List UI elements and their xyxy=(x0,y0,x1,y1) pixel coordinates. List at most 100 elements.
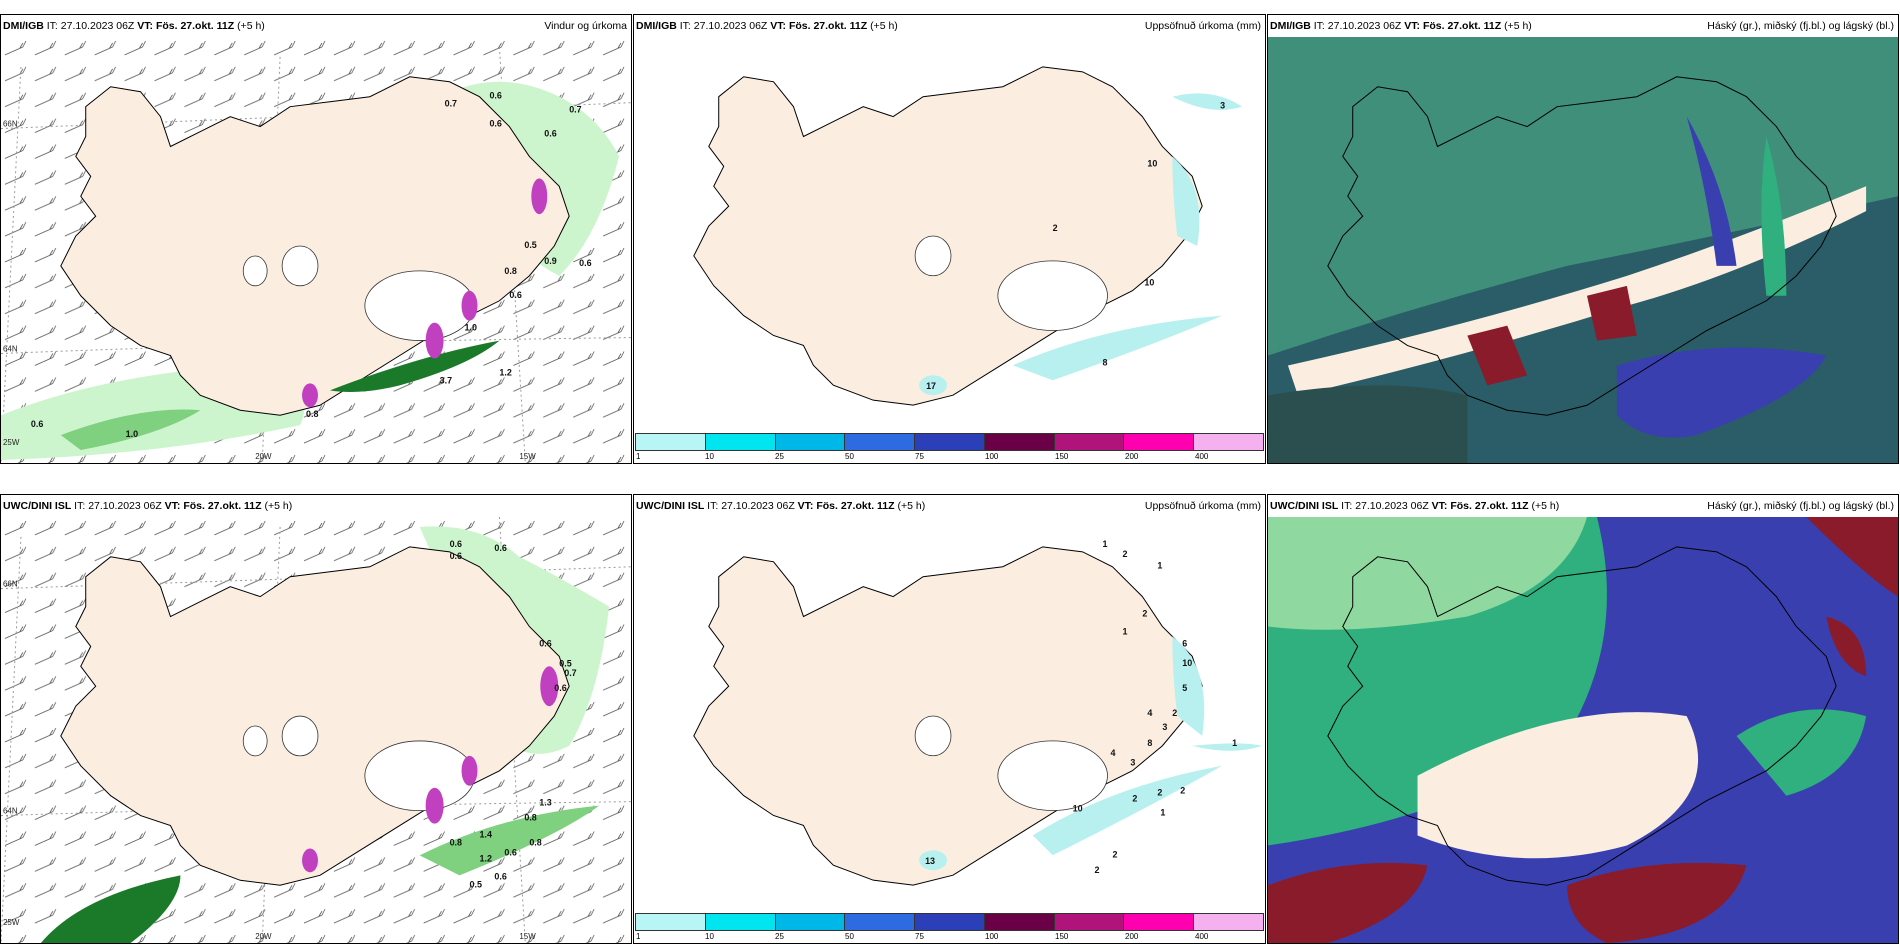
accum-label: 13 xyxy=(925,856,935,866)
precip-label: 0.8 xyxy=(504,266,516,276)
colorbar-tick: 75 xyxy=(915,452,924,461)
map-clouds xyxy=(1268,37,1898,463)
accum-label: 2 xyxy=(1142,609,1147,619)
precip-label: 0.9 xyxy=(544,256,556,266)
precip-label: 0.7 xyxy=(445,99,457,109)
panel-header: DMI/IGB IT: 27.10.2023 06Z VT: Fös. 27.o… xyxy=(634,15,1265,37)
panel-header: DMI/IGB IT: 27.10.2023 06Z VT: Fös. 27.o… xyxy=(1268,15,1898,37)
precip-label: 0.6 xyxy=(489,91,501,101)
valid-time: Fös. 27.okt. 11Z xyxy=(1422,20,1502,32)
init-time: 27.10.2023 06Z xyxy=(693,20,768,32)
model-name: DMI/IGB xyxy=(636,20,677,32)
accum-label: 1 xyxy=(1232,738,1237,748)
accum-label: 2 xyxy=(1132,794,1137,804)
precip-label: 0.5 xyxy=(524,240,536,250)
colorbar-tick: 400 xyxy=(1195,452,1209,461)
accum-label: 6 xyxy=(1182,638,1187,648)
precip-label: 0.6 xyxy=(509,290,521,300)
precip-label: 0.7 xyxy=(564,668,576,678)
precip-label: 0.8 xyxy=(529,837,541,847)
lat-label: 64N xyxy=(3,345,18,354)
map-svg: 0.7 0.6 0.6 0.7 0.6 0.6 0.5 0.9 0.6 0.8 … xyxy=(1,37,631,463)
lon-label: 25W xyxy=(3,438,20,447)
colorbar-tick: 100 xyxy=(985,452,999,461)
precip-label: 0.6 xyxy=(494,871,506,881)
accum-label: 2 xyxy=(1157,788,1162,798)
colorbar-tick: 400 xyxy=(1195,932,1209,941)
map-wind-precip: 0.7 0.6 0.6 0.7 0.6 0.6 0.5 0.9 0.6 0.8 … xyxy=(1,37,631,463)
product-title: Háský (gr.), miðský (fj.bl.) og lágský (… xyxy=(1707,20,1894,32)
precip-label: 1.4 xyxy=(479,830,491,840)
panel-top-middle: DMI/IGB IT: 27.10.2023 06Z VT: Fös. 27.o… xyxy=(633,14,1266,464)
lon-label: 15W xyxy=(519,932,536,941)
lat-label: 66N xyxy=(3,120,18,129)
colorbar: 1 10 25 50 75 100 150 200 400 xyxy=(635,913,1264,941)
accum-label: 1 xyxy=(1160,807,1165,817)
accum-label: 2 xyxy=(1053,223,1058,233)
precip-label: 3.7 xyxy=(440,375,452,385)
colorbar-swatch xyxy=(1124,914,1195,930)
colorbar-tick: 150 xyxy=(1055,932,1069,941)
precip-label: 0.8 xyxy=(524,813,536,823)
precip-label: 1.0 xyxy=(126,429,138,439)
model-name: DMI/IGB xyxy=(1270,20,1311,32)
accum-label: 2 xyxy=(1122,549,1127,559)
accum-label: 3 xyxy=(1130,758,1135,768)
map-wind-precip: 0.6 0.6 0.6 0.6 0.5 0.6 0.7 0.8 1.4 1.2 … xyxy=(1,517,631,943)
valid-time: Fös. 27.okt. 11Z xyxy=(788,20,868,32)
precip-label: 0.5 xyxy=(559,658,571,668)
precip-label: 0.6 xyxy=(539,638,551,648)
panel-header: UWC/DINI ISL IT: 27.10.2023 06Z VT: Fös.… xyxy=(1268,495,1898,517)
accum-label: 8 xyxy=(1147,738,1152,748)
colorbar-tick: 10 xyxy=(705,932,714,941)
colorbar-swatch xyxy=(1194,434,1264,450)
precip-label: 0.8 xyxy=(306,409,318,419)
colorbar-swatch xyxy=(705,434,776,450)
precip-label: 0.6 xyxy=(504,847,516,857)
accum-label: 4 xyxy=(1110,748,1115,758)
colorbar-tick: 50 xyxy=(845,932,854,941)
colorbar-swatches xyxy=(635,913,1264,931)
accum-label: 2 xyxy=(1095,865,1100,875)
precip-label: 0.6 xyxy=(494,543,506,553)
precip-label: 1.3 xyxy=(539,798,551,808)
accum-label: 2 xyxy=(1112,849,1117,859)
colorbar-swatch xyxy=(845,914,916,930)
product-title: Uppsöfnuð úrkoma (mm) xyxy=(1144,500,1261,512)
accum-label: 5 xyxy=(1182,683,1187,693)
colorbar-tick: 25 xyxy=(775,932,784,941)
colorbar-ticks: 1 10 25 50 75 100 150 200 400 xyxy=(635,451,1264,463)
lon-label: 20W xyxy=(255,452,272,461)
colorbar-tick: 200 xyxy=(1125,452,1139,461)
valid-time: Fös. 27.okt. 11Z xyxy=(816,500,895,512)
colorbar-swatch xyxy=(845,434,916,450)
panel-top-right: DMI/IGB IT: 27.10.2023 06Z VT: Fös. 27.o… xyxy=(1267,14,1899,464)
valid-time: Fös. 27.okt. 11Z xyxy=(155,20,235,32)
accum-label: 4 xyxy=(1147,708,1152,718)
accum-label: 1 xyxy=(1103,539,1108,549)
lead-time: (+5 h) xyxy=(264,500,293,512)
accum-label: 3 xyxy=(1162,722,1167,732)
init-time: 27.10.2023 06Z xyxy=(88,500,162,512)
valid-time: Fös. 27.okt. 11Z xyxy=(183,500,262,512)
lon-label: 15W xyxy=(519,452,536,461)
valid-time: Fös. 27.okt. 11Z xyxy=(1450,500,1529,512)
precip-label: 0.6 xyxy=(554,683,566,693)
accum-label: 10 xyxy=(1073,804,1083,814)
precip-label: 0.5 xyxy=(470,879,482,889)
colorbar-swatch xyxy=(775,434,846,450)
product-title: Háský (gr.), miðský (fj.bl.) og lágský (… xyxy=(1707,500,1894,512)
panel-header: UWC/DINI ISL IT: 27.10.2023 06Z VT: Fös.… xyxy=(634,495,1265,517)
lead-time: (+5 h) xyxy=(1504,20,1532,32)
colorbar-tick: 150 xyxy=(1055,452,1069,461)
accum-label: 10 xyxy=(1182,658,1192,668)
product-title: Vindur og úrkoma xyxy=(544,20,627,32)
precip-label: 0.6 xyxy=(450,551,462,561)
colorbar-swatch xyxy=(1054,434,1125,450)
lead-time: (+5 h) xyxy=(897,500,926,512)
colorbar-tick: 1 xyxy=(636,932,641,941)
colorbar-swatch xyxy=(984,914,1055,930)
precip-label: 0.6 xyxy=(579,258,591,268)
colorbar-tick: 100 xyxy=(985,932,999,941)
model-name: DMI/IGB xyxy=(3,20,44,32)
